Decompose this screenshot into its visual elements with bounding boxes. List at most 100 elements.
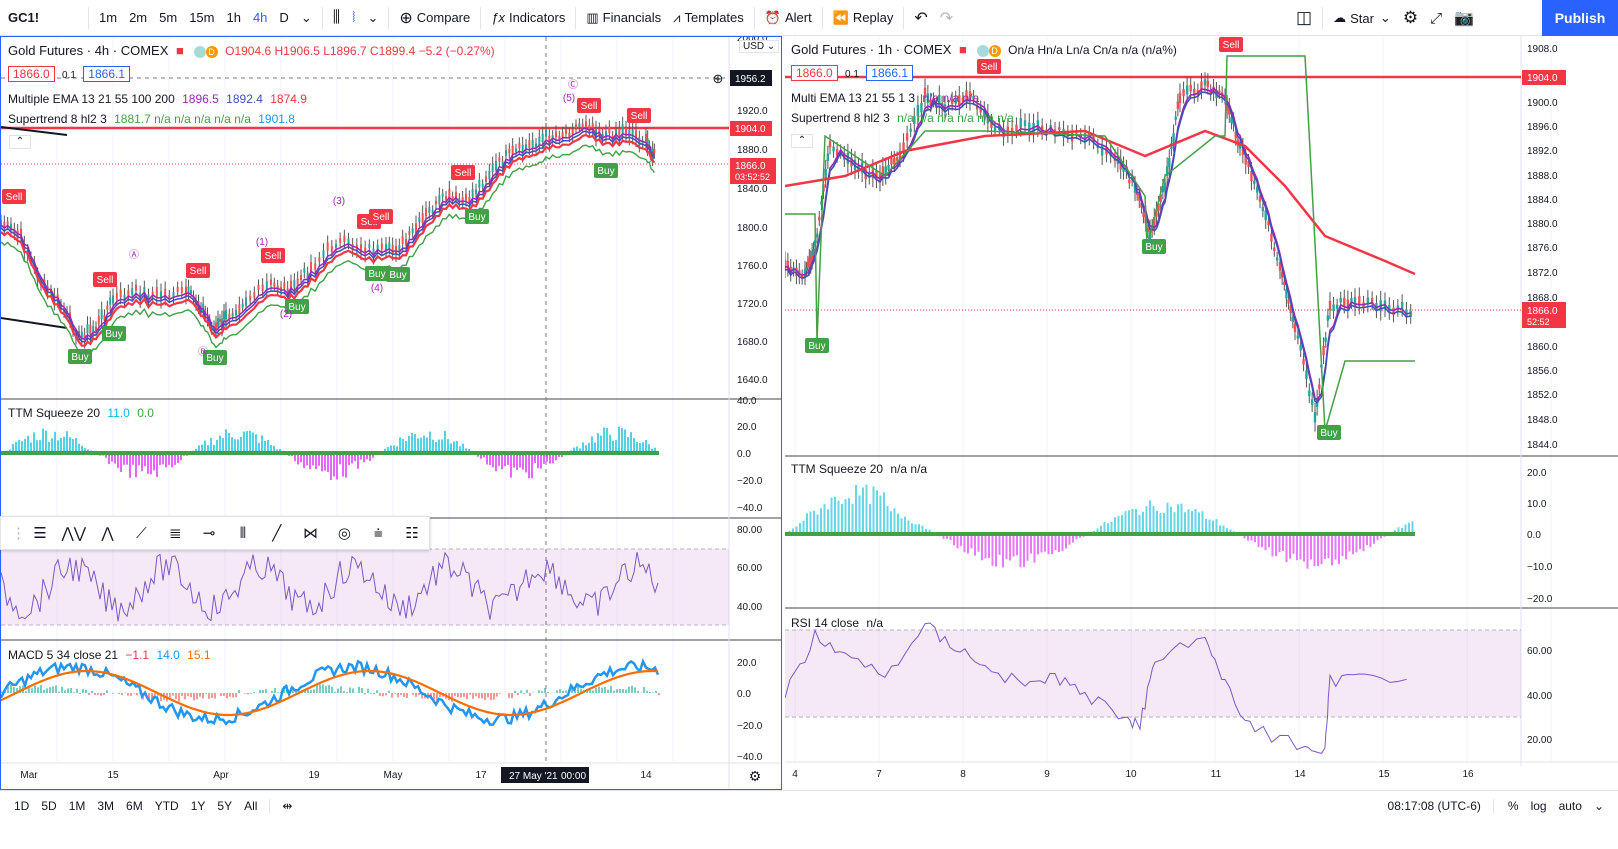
interval-1h[interactable]: 1h xyxy=(226,10,241,25)
macd-histogram-bar xyxy=(307,690,309,693)
indicators-button[interactable]: ƒx Indicators xyxy=(485,0,571,36)
bar-chart-icon: ▥ xyxy=(586,9,599,25)
ttm-histogram-bar xyxy=(579,448,581,453)
pattern-icon[interactable]: ⋈ xyxy=(303,525,319,542)
chart-title-right[interactable]: Gold Futures · 1h · COMEX xyxy=(791,42,952,57)
chevron-down-icon[interactable]: ⌄ xyxy=(1593,798,1604,813)
elliott-wave-label: Ⓑ xyxy=(198,346,208,358)
fib-retracement-icon[interactable]: ≣ xyxy=(168,525,182,542)
percent-toggle[interactable]: % xyxy=(1507,798,1519,813)
range-ytd[interactable]: YTD xyxy=(154,798,179,813)
ttm-histogram-bar xyxy=(1138,514,1141,534)
ema-legend-right[interactable]: Multi EMA 13 21 55 1 3 n/a n/a n/a xyxy=(791,91,979,105)
ttm-histogram-bar xyxy=(1177,504,1179,534)
range-6m[interactable]: 6M xyxy=(126,798,143,813)
ttm-histogram-bar xyxy=(897,513,899,534)
range-5y[interactable]: 5Y xyxy=(217,798,233,813)
ttm-histogram-bar xyxy=(159,453,161,465)
range-1y[interactable]: 1Y xyxy=(190,798,206,813)
candle-body xyxy=(1313,412,1317,423)
candle-body xyxy=(1135,191,1139,196)
supertrend-legend[interactable]: Supertrend 8 hl2 3 1881.7 n/a n/a n/a n/… xyxy=(8,112,295,126)
settings-lines-icon[interactable]: ☷ xyxy=(405,525,419,542)
ttm-histogram-bar xyxy=(516,453,518,470)
ttm-histogram-bar xyxy=(84,448,86,453)
currency-dropdown[interactable]: USD ⌄ xyxy=(739,40,780,53)
layout-icon[interactable]: ◫ xyxy=(1296,8,1313,27)
range-1m[interactable]: 1M xyxy=(68,798,86,813)
bar-style-icon[interactable]: ⫼ xyxy=(332,8,341,26)
log-toggle[interactable]: log xyxy=(1530,798,1547,813)
channel-icon[interactable]: ⩧ xyxy=(373,524,383,542)
fullscreen-icon[interactable]: ⤢ xyxy=(1430,9,1443,27)
alert-button[interactable]: ⏰ Alert xyxy=(759,0,818,36)
interval-5m[interactable]: 5m xyxy=(159,10,178,25)
ttm-histogram-bar xyxy=(1226,528,1228,534)
ask-price[interactable]: 1866.1 xyxy=(83,66,130,82)
gear-icon[interactable]: ⚙ xyxy=(1402,8,1419,27)
rsi-legend-right[interactable]: RSI 14 close n/a xyxy=(791,616,883,630)
horizontal-ray-icon[interactable]: ⊸ xyxy=(202,525,216,542)
symbol-search[interactable]: GC1! xyxy=(8,10,40,25)
range-5d[interactable]: 5D xyxy=(41,798,57,813)
trend-line-icon[interactable]: ⟋ xyxy=(136,524,147,542)
redo-icon[interactable]: ↷ xyxy=(939,9,954,27)
line-tool-icon[interactable]: ╱ xyxy=(272,525,282,542)
chart-canvas-1h[interactable]: 1908.0 1900.0 1896.0 1892.0 1888.0 1884.0 1880… xyxy=(785,36,1618,790)
publish-button[interactable]: Publish xyxy=(1542,0,1618,36)
ttm-legend-right[interactable]: TTM Squeeze 20 n/a n/a xyxy=(791,462,927,476)
bid-price[interactable]: 1866.0 xyxy=(8,66,55,82)
interval-15m[interactable]: 15m xyxy=(189,10,215,25)
chevron-down-icon[interactable]: ⌄ xyxy=(300,9,312,25)
abc-pattern-icon[interactable]: ⋀ xyxy=(101,525,114,542)
star-dropdown[interactable]: ☁ Star ⌄ xyxy=(1327,0,1397,36)
ttm-histogram-bar xyxy=(78,443,80,453)
undo-icon[interactable]: ↶ xyxy=(914,9,928,27)
compare-button[interactable]: ⊕ Compare xyxy=(393,0,476,36)
status-toggle[interactable]: D xyxy=(193,43,218,58)
candle-body xyxy=(388,242,391,249)
divider xyxy=(753,6,755,29)
status-toggle[interactable]: D xyxy=(976,42,1001,57)
time-tick: 15 xyxy=(107,770,119,781)
collapse-legend-icon[interactable]: ⌃ xyxy=(9,135,31,149)
chart-pane-4h[interactable]: 2000.01920.01880.01840.01800.01760.01720… xyxy=(0,36,782,790)
buy-signal-badge xyxy=(805,338,829,353)
horizontal-lines-icon[interactable]: ☰ xyxy=(33,525,47,542)
spiral-icon[interactable]: ◎ xyxy=(337,525,351,542)
range-3m[interactable]: 3M xyxy=(97,798,115,813)
templates-button[interactable]: ⩘ Templates xyxy=(667,0,750,36)
ttm-histogram-bar xyxy=(855,484,857,534)
interval-d[interactable]: D xyxy=(279,10,289,25)
interval-1m[interactable]: 1m xyxy=(99,10,118,25)
collapse-legend-icon[interactable]: ⌃ xyxy=(791,134,813,148)
candle-body xyxy=(249,295,252,301)
chart-pane-1h[interactable]: 1908.0 1900.0 1896.0 1892.0 1888.0 1884.0 1880… xyxy=(785,36,1618,790)
date-range-icon[interactable]: ⇹ xyxy=(269,798,298,813)
drag-handle-icon[interactable]: ⋮ xyxy=(11,525,26,542)
interval-4h[interactable]: 4h xyxy=(252,10,268,25)
chevron-down-icon[interactable]: ⌄ xyxy=(367,9,379,25)
ask-price[interactable]: 1866.1 xyxy=(866,65,913,81)
elliott-wave-icon[interactable]: ⋀⋁ xyxy=(61,525,87,542)
ttm-legend[interactable]: TTM Squeeze 20 11.0 0.0 xyxy=(8,406,154,420)
financials-label: Financials xyxy=(602,10,662,25)
bid-price[interactable]: 1866.0 xyxy=(791,65,838,81)
vertical-lines-icon[interactable]: ⦀ xyxy=(239,524,247,542)
clock-time[interactable]: 08:17:08 (UTC-6) xyxy=(1382,798,1494,813)
replay-button[interactable]: ⏪ Replay xyxy=(827,0,900,36)
ttm-histogram-bar xyxy=(1149,500,1151,534)
ttm-histogram-bar xyxy=(1359,534,1361,550)
chart-canvas-4h[interactable]: 2000.01920.01880.01840.01800.01760.01720… xyxy=(1,37,781,789)
candle-style-icon[interactable]: ⧘ xyxy=(352,8,356,26)
range-all[interactable]: All xyxy=(244,798,258,813)
ema-legend[interactable]: Multiple EMA 13 21 55 100 200 1896.5 189… xyxy=(8,92,307,106)
range-1d[interactable]: 1D xyxy=(14,798,30,813)
supertrend-legend-right[interactable]: Supertrend 8 hl2 3 n/a n/a n/a n/a n/a n… xyxy=(791,111,1014,125)
auto-toggle[interactable]: auto xyxy=(1558,798,1582,813)
interval-2m[interactable]: 2m xyxy=(129,10,148,25)
macd-legend[interactable]: MACD 5 34 close 21 −1.1 14.0 15.1 xyxy=(8,648,211,662)
financials-button[interactable]: ▥ Financials xyxy=(580,0,667,36)
camera-icon[interactable]: 📷 xyxy=(1454,10,1474,27)
chart-title[interactable]: Gold Futures · 4h · COMEX xyxy=(8,43,169,58)
